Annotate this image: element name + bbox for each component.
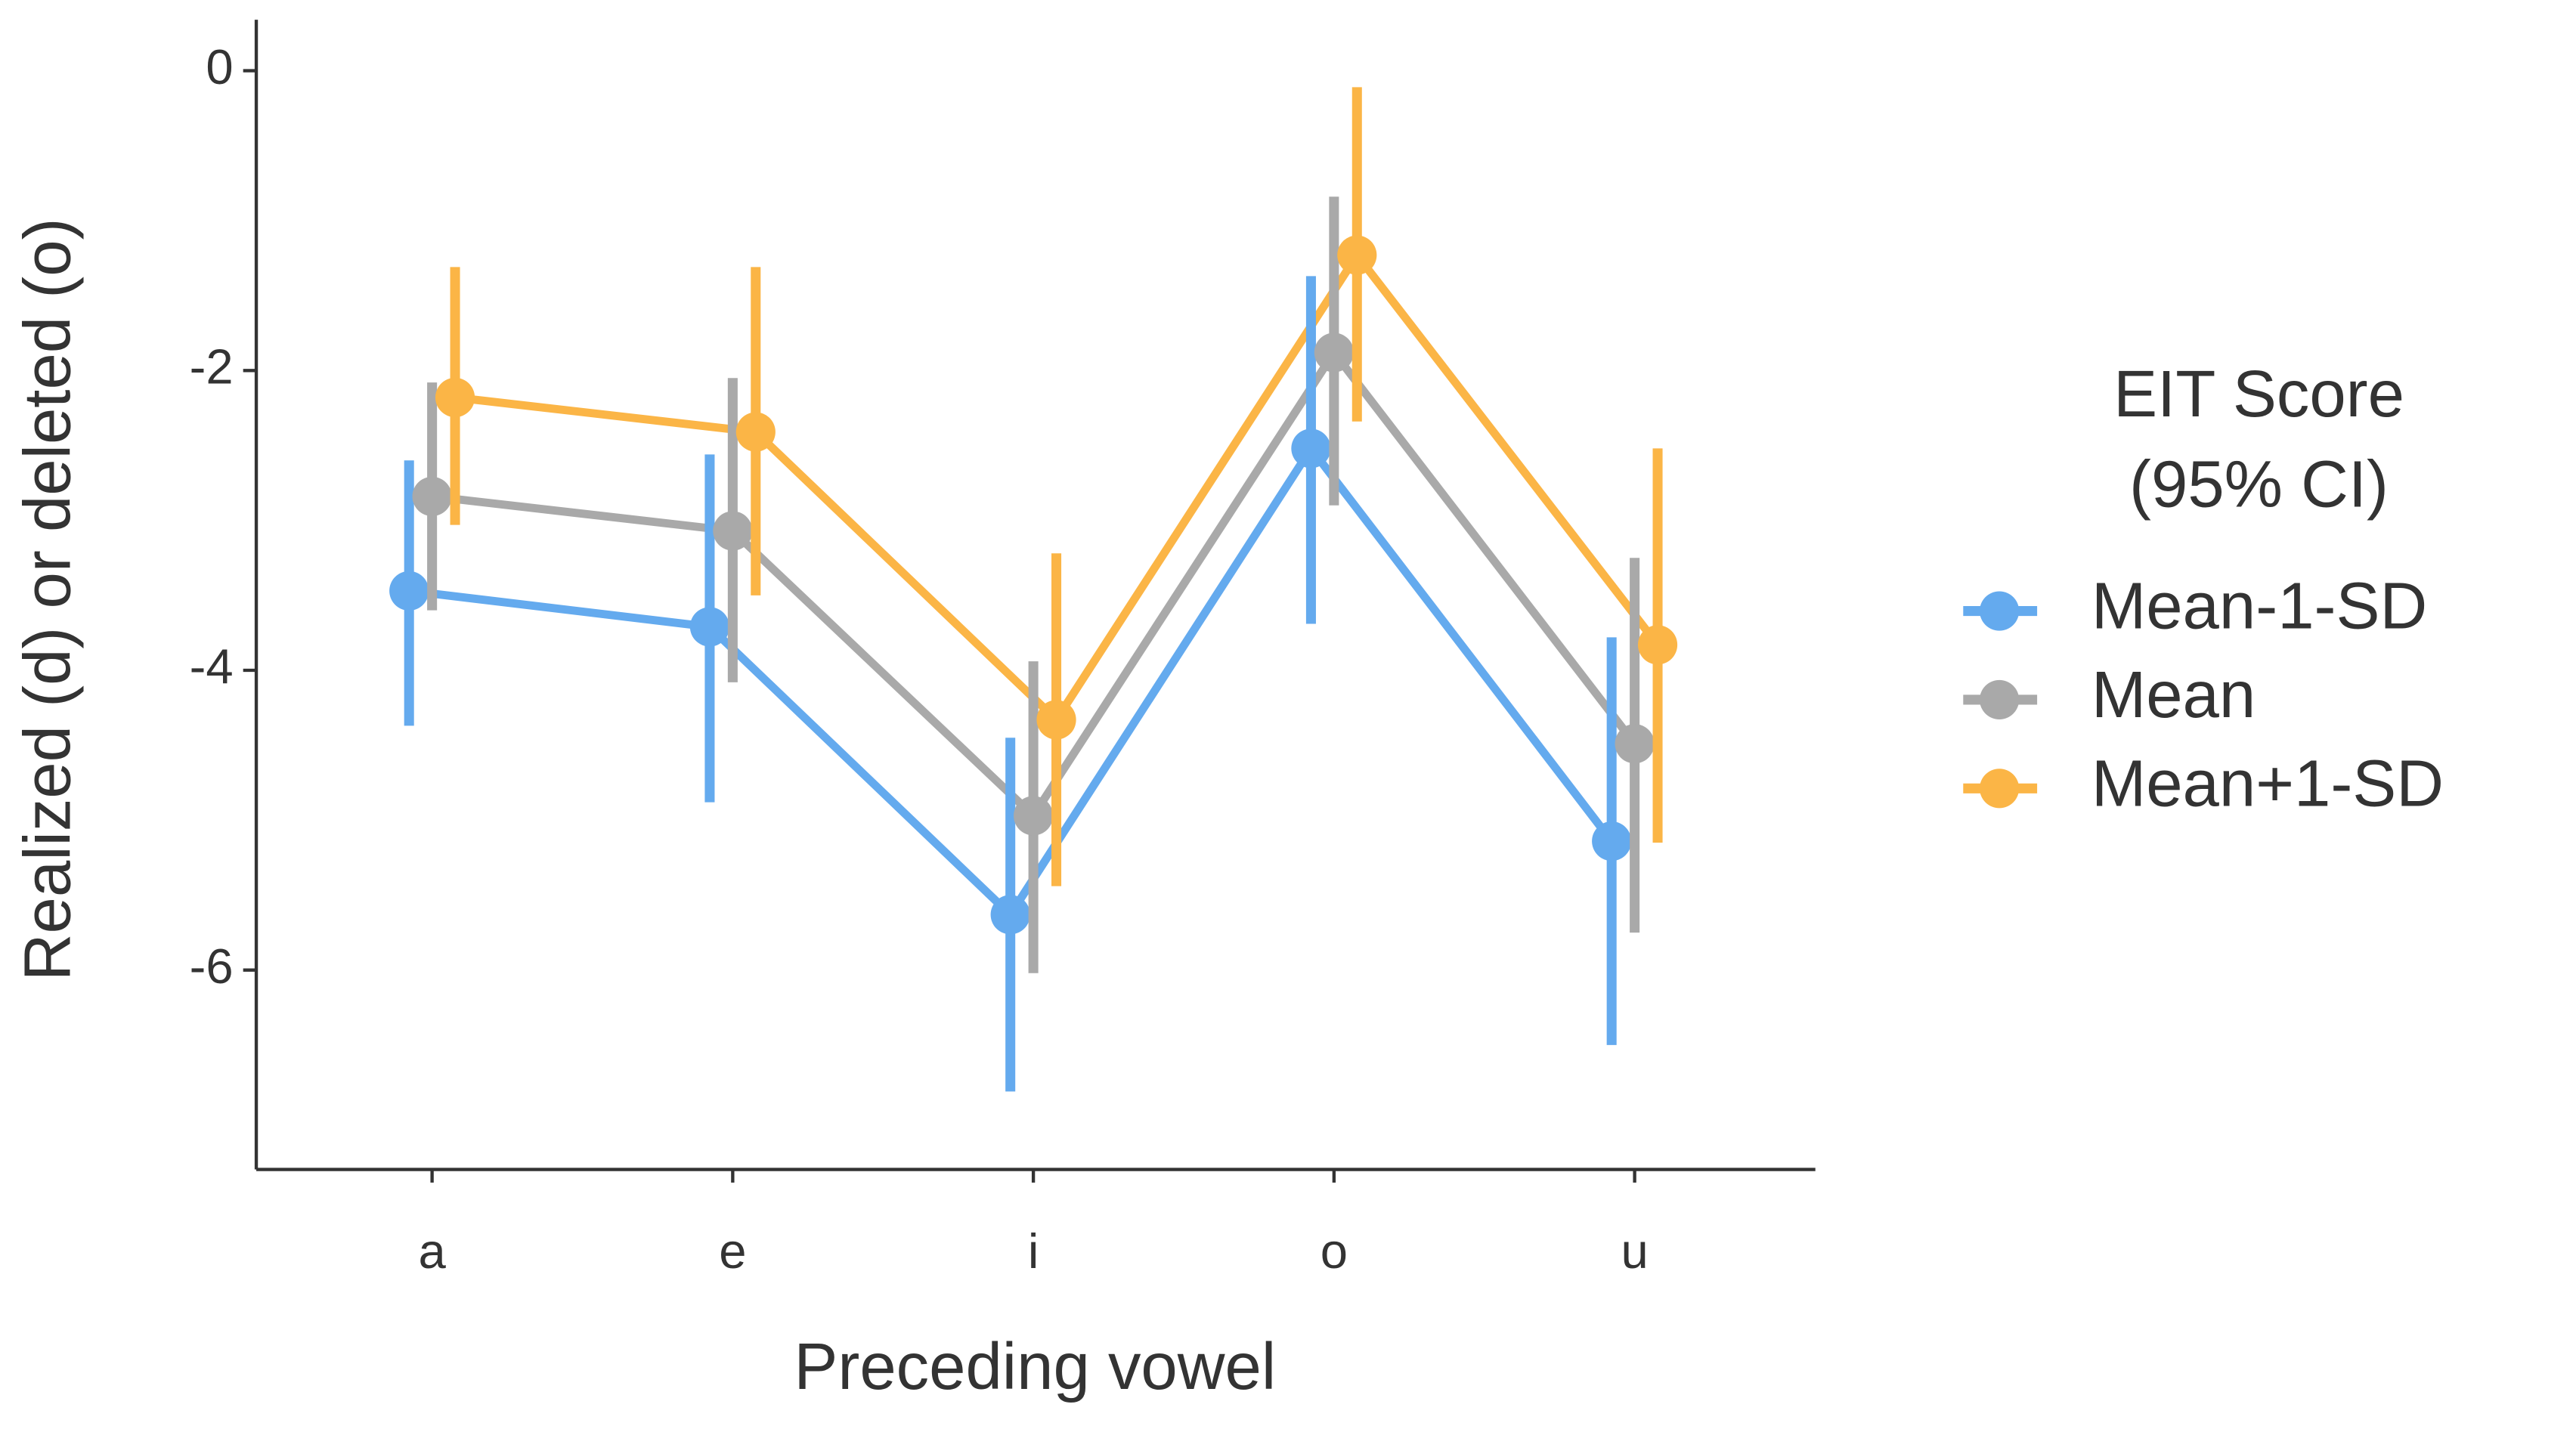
y-tick-label: -6 [190, 939, 234, 994]
point [1014, 796, 1054, 836]
legend-key [1980, 679, 2020, 720]
legend-key [1980, 591, 2020, 631]
point [1291, 428, 1331, 469]
point [689, 607, 730, 647]
point [389, 571, 429, 611]
point [1637, 625, 1678, 665]
y-axis-label: Realized (d) or deleted (o) [11, 218, 85, 981]
point [1036, 700, 1076, 740]
x-tick-label: e [719, 1223, 746, 1279]
point [1592, 821, 1632, 861]
point [1615, 724, 1655, 764]
legend-title: EIT Score [2113, 357, 2404, 431]
legend-title: (95% CI) [2129, 448, 2389, 521]
legend-key [1980, 769, 2020, 809]
legend-label: Mean+1-SD [2091, 747, 2444, 820]
point [1337, 235, 1377, 275]
x-tick-label: o [1321, 1223, 1348, 1279]
x-axis-label: Preceding vowel [794, 1330, 1276, 1403]
legend-label: Mean [2091, 658, 2256, 732]
point [1314, 333, 1354, 373]
legend-label: Mean-1-SD [2091, 570, 2427, 643]
y-tick-label: 0 [206, 39, 233, 94]
x-tick-label: i [1028, 1223, 1039, 1279]
point [735, 412, 776, 452]
point [990, 895, 1030, 935]
y-tick-label: -4 [190, 639, 234, 694]
x-tick-label: a [418, 1223, 446, 1279]
y-tick-label: -2 [190, 339, 234, 394]
point [713, 511, 753, 551]
point [412, 476, 452, 516]
x-tick-label: u [1621, 1223, 1648, 1279]
point [435, 377, 475, 418]
